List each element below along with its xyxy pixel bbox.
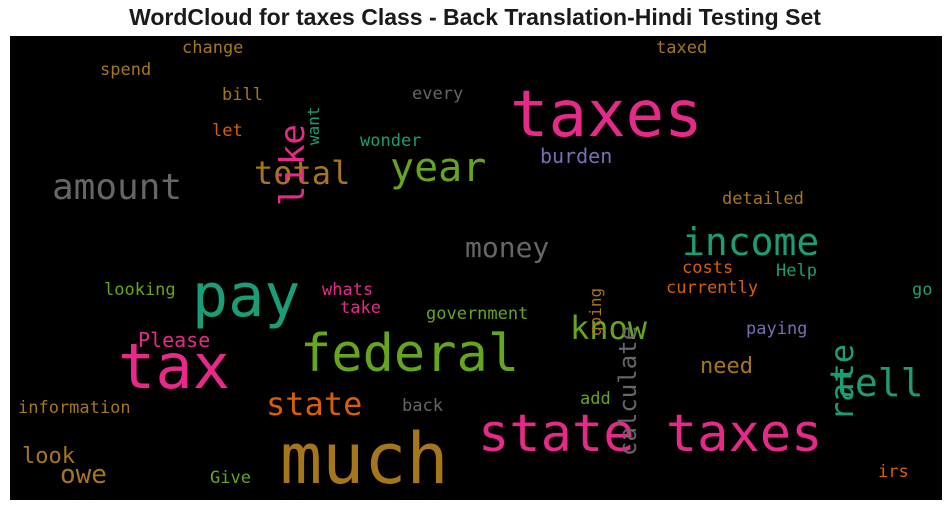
word-help: Help xyxy=(776,261,817,281)
word-let: let xyxy=(212,121,243,141)
word-looking: looking xyxy=(104,280,176,300)
word-irs: irs xyxy=(878,462,909,482)
chart-title: WordCloud for taxes Class - Back Transla… xyxy=(129,4,821,30)
word-government: government xyxy=(426,304,529,324)
word-paying: paying xyxy=(746,319,808,339)
word-give: Give xyxy=(210,468,251,488)
word-whats: whats xyxy=(322,280,374,300)
word-costs: costs xyxy=(682,258,734,278)
word-state-taxes: state taxes xyxy=(478,404,823,464)
word-spend: spend xyxy=(100,60,152,80)
word-taxed: taxed xyxy=(656,38,708,58)
word-state: state xyxy=(266,385,363,423)
word-total: total xyxy=(254,154,351,192)
word-taxes: taxes xyxy=(510,78,703,152)
word-rate: rate xyxy=(823,343,861,421)
word-tax: tax xyxy=(118,330,230,403)
word-going: going xyxy=(586,287,605,336)
word-burden: burden xyxy=(540,144,613,168)
word-please: Please xyxy=(138,328,211,352)
word-currently: currently xyxy=(666,278,759,298)
word-cloud: taxes tax much state taxes federal pay i… xyxy=(10,36,942,500)
word-need: need xyxy=(700,354,753,379)
word-bill: bill xyxy=(222,85,263,105)
word-every: every xyxy=(412,84,464,104)
word-amount: amount xyxy=(52,167,183,208)
word-year: year xyxy=(390,145,487,191)
word-know: know xyxy=(570,309,648,347)
word-information: information xyxy=(18,398,131,418)
word-owe: owe xyxy=(60,460,107,490)
word-add: add xyxy=(580,389,611,409)
word-back: back xyxy=(402,396,443,416)
word-calculate: calculate xyxy=(614,325,642,456)
word-look: look xyxy=(22,444,75,469)
word-much: much xyxy=(280,418,449,500)
word-take: take xyxy=(340,298,381,318)
word-change: change xyxy=(182,38,244,58)
word-detailed: detailed xyxy=(722,189,804,209)
word-federal: federal xyxy=(300,324,520,384)
word-wonder: wonder xyxy=(360,131,422,151)
word-tell: tell xyxy=(832,361,924,405)
word-pay: pay xyxy=(192,261,301,331)
word-go: go xyxy=(912,280,933,300)
word-income: income xyxy=(682,220,820,264)
word-money: money xyxy=(465,231,550,264)
word-want: want xyxy=(304,106,323,145)
